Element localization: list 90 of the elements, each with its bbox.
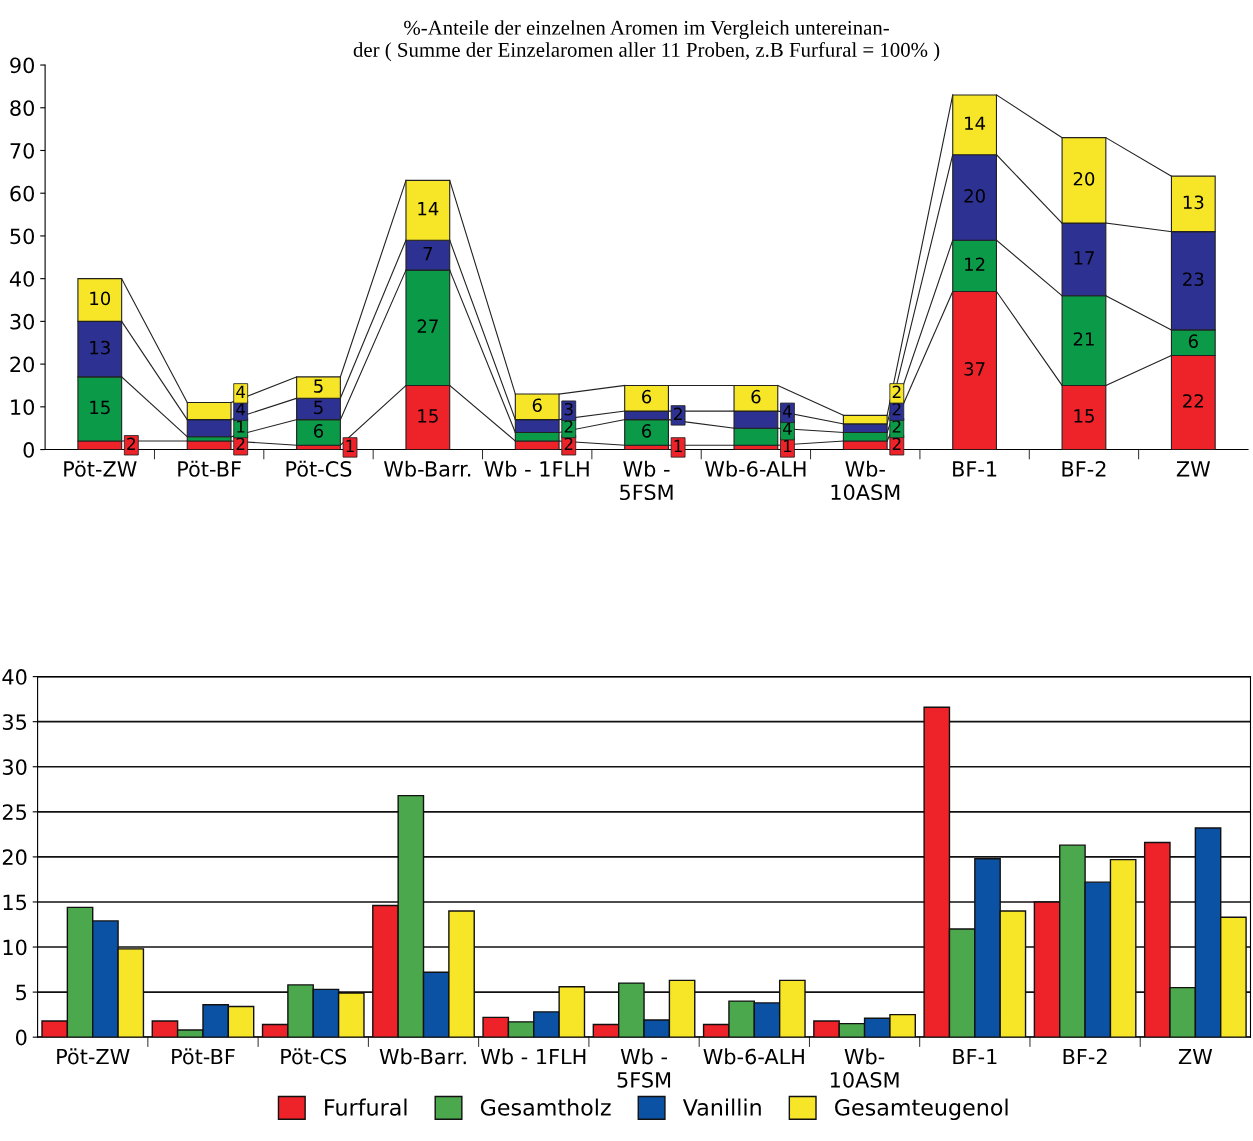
data-label: 2 <box>892 402 901 416</box>
data-label: 2 <box>674 407 682 420</box>
data-label: 20 <box>1073 171 1095 186</box>
x-tick-label: Wb - 5FSM <box>620 460 673 501</box>
data-label: 6 <box>532 398 542 413</box>
data-label: 5 <box>314 379 323 393</box>
x-tick-label: Pöt-CS <box>286 460 352 477</box>
x-tick-label: Wb - 5FSM <box>617 1048 671 1088</box>
x-tick-label: Pöt-ZW <box>64 460 137 477</box>
y-tick-label: 90 <box>10 57 34 74</box>
y-tick-label: 20 <box>2 849 27 866</box>
legend-label: Furfural <box>325 1098 407 1116</box>
data-label: 17 <box>1074 251 1094 265</box>
y-tick-label: 10 <box>3 939 27 956</box>
data-label: 4 <box>782 422 792 435</box>
data-label: 15 <box>90 400 110 415</box>
x-tick-label: ZW <box>1176 461 1211 477</box>
x-tick-label: BF-1 <box>953 461 997 477</box>
data-label: 2 <box>564 437 573 450</box>
y-tick-label: 70 <box>10 142 34 159</box>
data-label: 13 <box>90 340 110 355</box>
data-label: 4 <box>236 403 246 416</box>
x-tick-label: Pöt-ZW <box>57 1048 130 1065</box>
x-tick-label: Pöt-BF <box>172 1048 235 1065</box>
x-tick-label: Wb- 10ASM <box>830 1048 899 1088</box>
x-tick-label: Wb-Barr. <box>379 1048 466 1065</box>
data-label: 2 <box>892 420 901 433</box>
y-tick-label: 25 <box>2 804 27 821</box>
y-tick-label: 40 <box>9 271 34 287</box>
y-tick-label: 30 <box>2 759 27 775</box>
data-label: 2 <box>892 385 901 398</box>
y-tick-label: 40 <box>2 669 27 685</box>
chart-title: %-Anteile der einzelnen Aromen im Vergleich untereinan- der ( Summe der Einzelaromen aller 11 Proben, z.B Furfural = 100% ) <box>353 20 940 62</box>
y-tick-label: 35 <box>2 714 27 730</box>
data-label: 37 <box>964 362 985 376</box>
x-tick-label: BF-1 <box>953 1048 997 1065</box>
x-tick-label: BF-2 <box>1063 1048 1107 1065</box>
data-label: 5 <box>314 400 323 415</box>
data-label: 6 <box>314 424 324 438</box>
data-label: 7 <box>423 246 433 261</box>
data-label: 15 <box>418 409 438 423</box>
data-label: 14 <box>965 116 986 130</box>
data-label: 2 <box>892 437 901 450</box>
data-label: 2 <box>236 437 245 450</box>
x-tick-label: Wb - 1FLH <box>480 1048 586 1065</box>
y-tick-label: 5 <box>16 984 27 1001</box>
data-label: 1 <box>237 420 245 433</box>
data-label: 6 <box>751 389 761 404</box>
x-tick-label: Wb-Barr. <box>383 460 471 477</box>
legend-label: Gesamteugenol <box>835 1098 1008 1121</box>
y-tick-label: 20 <box>10 356 34 373</box>
data-label: 13 <box>1183 195 1204 210</box>
data-label: 1 <box>674 439 682 453</box>
y-tick-label: 50 <box>10 228 34 245</box>
data-label: 15 <box>1074 409 1094 423</box>
data-label: 22 <box>1183 394 1203 408</box>
legend-label: Vanillin <box>682 1098 761 1116</box>
x-tick-label: Pöt-BF <box>178 460 241 477</box>
x-tick-label: Wb - 1FLH <box>484 460 589 477</box>
data-label: 27 <box>417 319 438 333</box>
data-label: 10 <box>90 291 111 306</box>
data-label: 6 <box>642 389 652 404</box>
x-tick-label: ZW <box>1178 1048 1213 1065</box>
y-tick-label: 60 <box>10 185 34 202</box>
data-label: 6 <box>642 424 652 438</box>
y-tick-label: 15 <box>3 894 27 911</box>
y-tick-label: 0 <box>23 442 34 458</box>
data-label: 1 <box>346 439 354 453</box>
data-label: 4 <box>236 385 246 398</box>
x-tick-label: Wb-6-ALH <box>705 460 806 477</box>
x-tick-label: Pöt-CS <box>281 1048 347 1065</box>
data-label: 3 <box>564 402 573 416</box>
x-tick-label: Wb-6-ALH <box>703 1048 804 1065</box>
data-label: 12 <box>965 257 985 271</box>
data-label: 23 <box>1183 272 1204 287</box>
data-label: 2 <box>564 420 573 433</box>
x-tick-label: Wb- 10ASM <box>831 460 900 501</box>
data-label: 4 <box>782 405 792 418</box>
data-label: 21 <box>1073 332 1094 346</box>
y-tick-label: 10 <box>11 399 34 416</box>
data-label: 6 <box>1188 334 1198 348</box>
data-label: 20 <box>964 189 985 203</box>
y-tick-label: 30 <box>10 313 34 330</box>
y-tick-label: 0 <box>15 1029 27 1046</box>
legend-label: Gesamtholz <box>480 1098 611 1116</box>
data-label: 14 <box>418 202 439 216</box>
data-label: 1 <box>783 439 792 453</box>
data-label: 2 <box>127 437 135 450</box>
y-tick-label: 80 <box>10 100 34 116</box>
x-tick-label: BF-2 <box>1062 461 1106 477</box>
